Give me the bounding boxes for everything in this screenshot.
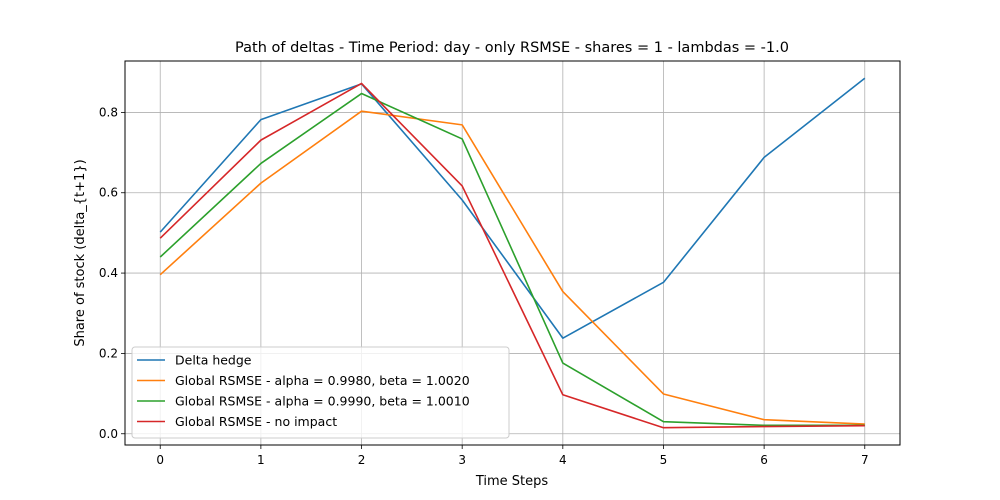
x-tick-label: 3 — [458, 453, 466, 467]
chart-title: Path of deltas - Time Period: day - only… — [235, 40, 789, 56]
x-tick-label: 5 — [660, 453, 668, 467]
x-axis-ticks: 0 1 2 3 4 5 6 7 — [156, 445, 869, 467]
x-axis-label: Time Steps — [475, 474, 549, 489]
series-line-4 — [159, 82, 865, 429]
y-tick-label: 0.2 — [99, 346, 118, 360]
x-tick-label: 4 — [559, 453, 567, 467]
y-tick-label: 0.0 — [99, 427, 118, 441]
x-tick-label: 2 — [358, 453, 366, 467]
legend-box — [131, 346, 510, 439]
x-tick-label: 1 — [257, 453, 265, 467]
legend-label: Global RSMSE - alpha = 0.9980, beta = 1.… — [175, 373, 470, 388]
series-layer — [159, 77, 866, 429]
plot-frame — [124, 60, 901, 446]
y-tick-label: 0.4 — [99, 266, 118, 280]
legend-label: Global RSMSE - alpha = 0.9990, beta = 1.… — [175, 394, 470, 409]
series-line-1 — [159, 77, 866, 339]
x-tick-label: 7 — [861, 453, 869, 467]
y-axis-label: Share of stock (delta_{t+1}) — [73, 159, 88, 346]
x-tick-label: 6 — [760, 453, 768, 467]
y-tick-label: 0.8 — [99, 105, 118, 119]
legend: Delta hedge Global RSMSE - alpha = 0.9980… — [131, 346, 510, 439]
legend-label: Global RSMSE - no impact — [175, 414, 337, 429]
y-tick-label: 0.6 — [99, 186, 118, 200]
series-line-3 — [159, 92, 865, 427]
series-line-2 — [159, 110, 865, 425]
y-axis-ticks: 0.0 0.2 0.4 0.6 0.8 — [99, 105, 125, 441]
legend-label: Delta hedge — [175, 353, 252, 368]
grid — [125, 61, 900, 445]
x-tick-label: 0 — [156, 453, 164, 467]
